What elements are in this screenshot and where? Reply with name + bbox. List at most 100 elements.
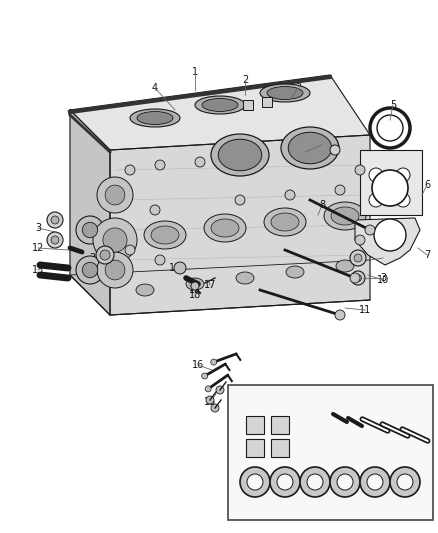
Circle shape (354, 254, 362, 262)
Circle shape (174, 262, 186, 274)
Text: 3: 3 (295, 83, 301, 93)
Bar (246, 439, 264, 457)
Circle shape (350, 250, 366, 266)
Circle shape (372, 170, 408, 206)
Text: 18: 18 (189, 290, 201, 300)
Bar (360, 150, 422, 215)
Text: 2: 2 (332, 140, 338, 150)
Circle shape (211, 404, 219, 412)
Circle shape (360, 467, 390, 497)
Circle shape (335, 310, 345, 320)
Text: 4: 4 (234, 430, 240, 440)
Bar (228, 385, 433, 520)
Polygon shape (355, 218, 420, 265)
Text: 12: 12 (189, 285, 201, 295)
Circle shape (354, 274, 361, 281)
Ellipse shape (288, 132, 332, 164)
Circle shape (155, 255, 165, 265)
Polygon shape (110, 135, 370, 315)
Circle shape (195, 157, 205, 167)
Circle shape (97, 177, 133, 213)
Ellipse shape (211, 219, 239, 237)
Circle shape (76, 216, 104, 244)
Text: 2: 2 (242, 75, 248, 85)
Text: 16: 16 (192, 360, 204, 370)
Circle shape (150, 205, 160, 215)
Bar (262, 97, 272, 107)
Circle shape (191, 282, 199, 290)
Circle shape (374, 219, 406, 251)
Ellipse shape (151, 226, 179, 244)
Bar (243, 100, 253, 110)
Text: 8: 8 (319, 200, 325, 210)
Circle shape (100, 250, 110, 260)
Ellipse shape (271, 213, 299, 231)
Circle shape (330, 467, 360, 497)
Circle shape (235, 195, 245, 205)
Circle shape (97, 252, 133, 288)
Circle shape (396, 168, 410, 182)
Circle shape (125, 245, 135, 255)
Ellipse shape (336, 260, 354, 272)
Circle shape (105, 260, 125, 280)
Text: 20: 20 (89, 253, 101, 263)
Circle shape (351, 271, 365, 285)
Circle shape (240, 467, 270, 497)
Circle shape (270, 467, 300, 497)
Ellipse shape (324, 202, 366, 230)
Text: 5: 5 (390, 100, 396, 110)
Circle shape (82, 262, 98, 278)
Circle shape (369, 193, 383, 207)
Circle shape (125, 165, 135, 175)
Text: 6: 6 (424, 180, 430, 190)
Bar (271, 416, 289, 434)
Circle shape (337, 474, 353, 490)
Text: 3: 3 (337, 495, 343, 505)
Circle shape (47, 232, 63, 248)
Circle shape (216, 386, 224, 394)
Ellipse shape (218, 139, 262, 171)
Circle shape (205, 386, 211, 392)
Circle shape (300, 467, 330, 497)
Ellipse shape (260, 84, 310, 102)
Circle shape (330, 145, 340, 155)
Circle shape (247, 474, 263, 490)
Text: 10: 10 (377, 275, 389, 285)
Ellipse shape (130, 109, 180, 127)
Circle shape (155, 160, 165, 170)
Circle shape (396, 193, 410, 207)
Circle shape (96, 246, 114, 264)
Ellipse shape (211, 134, 269, 176)
Circle shape (211, 359, 217, 365)
Circle shape (307, 474, 323, 490)
Ellipse shape (236, 272, 254, 284)
Text: 9: 9 (380, 253, 386, 263)
Circle shape (390, 467, 420, 497)
Circle shape (367, 474, 383, 490)
Text: 7: 7 (424, 250, 430, 260)
Ellipse shape (267, 86, 303, 100)
Circle shape (93, 218, 137, 262)
Text: 14: 14 (229, 475, 241, 485)
Ellipse shape (137, 111, 173, 125)
Ellipse shape (144, 221, 186, 249)
Ellipse shape (286, 266, 304, 278)
Circle shape (397, 474, 413, 490)
Polygon shape (70, 75, 370, 150)
Circle shape (82, 222, 98, 238)
Circle shape (335, 185, 345, 195)
Ellipse shape (264, 208, 306, 236)
Circle shape (355, 165, 365, 175)
Text: 17: 17 (204, 280, 216, 290)
Text: 19: 19 (169, 263, 181, 273)
Text: 11: 11 (359, 305, 371, 315)
Ellipse shape (281, 127, 339, 169)
Circle shape (47, 212, 63, 228)
Text: 15: 15 (204, 397, 216, 407)
Circle shape (365, 225, 375, 235)
Text: 3: 3 (380, 273, 386, 283)
Circle shape (51, 236, 59, 244)
Circle shape (105, 185, 125, 205)
Ellipse shape (195, 96, 245, 114)
Ellipse shape (186, 278, 204, 290)
